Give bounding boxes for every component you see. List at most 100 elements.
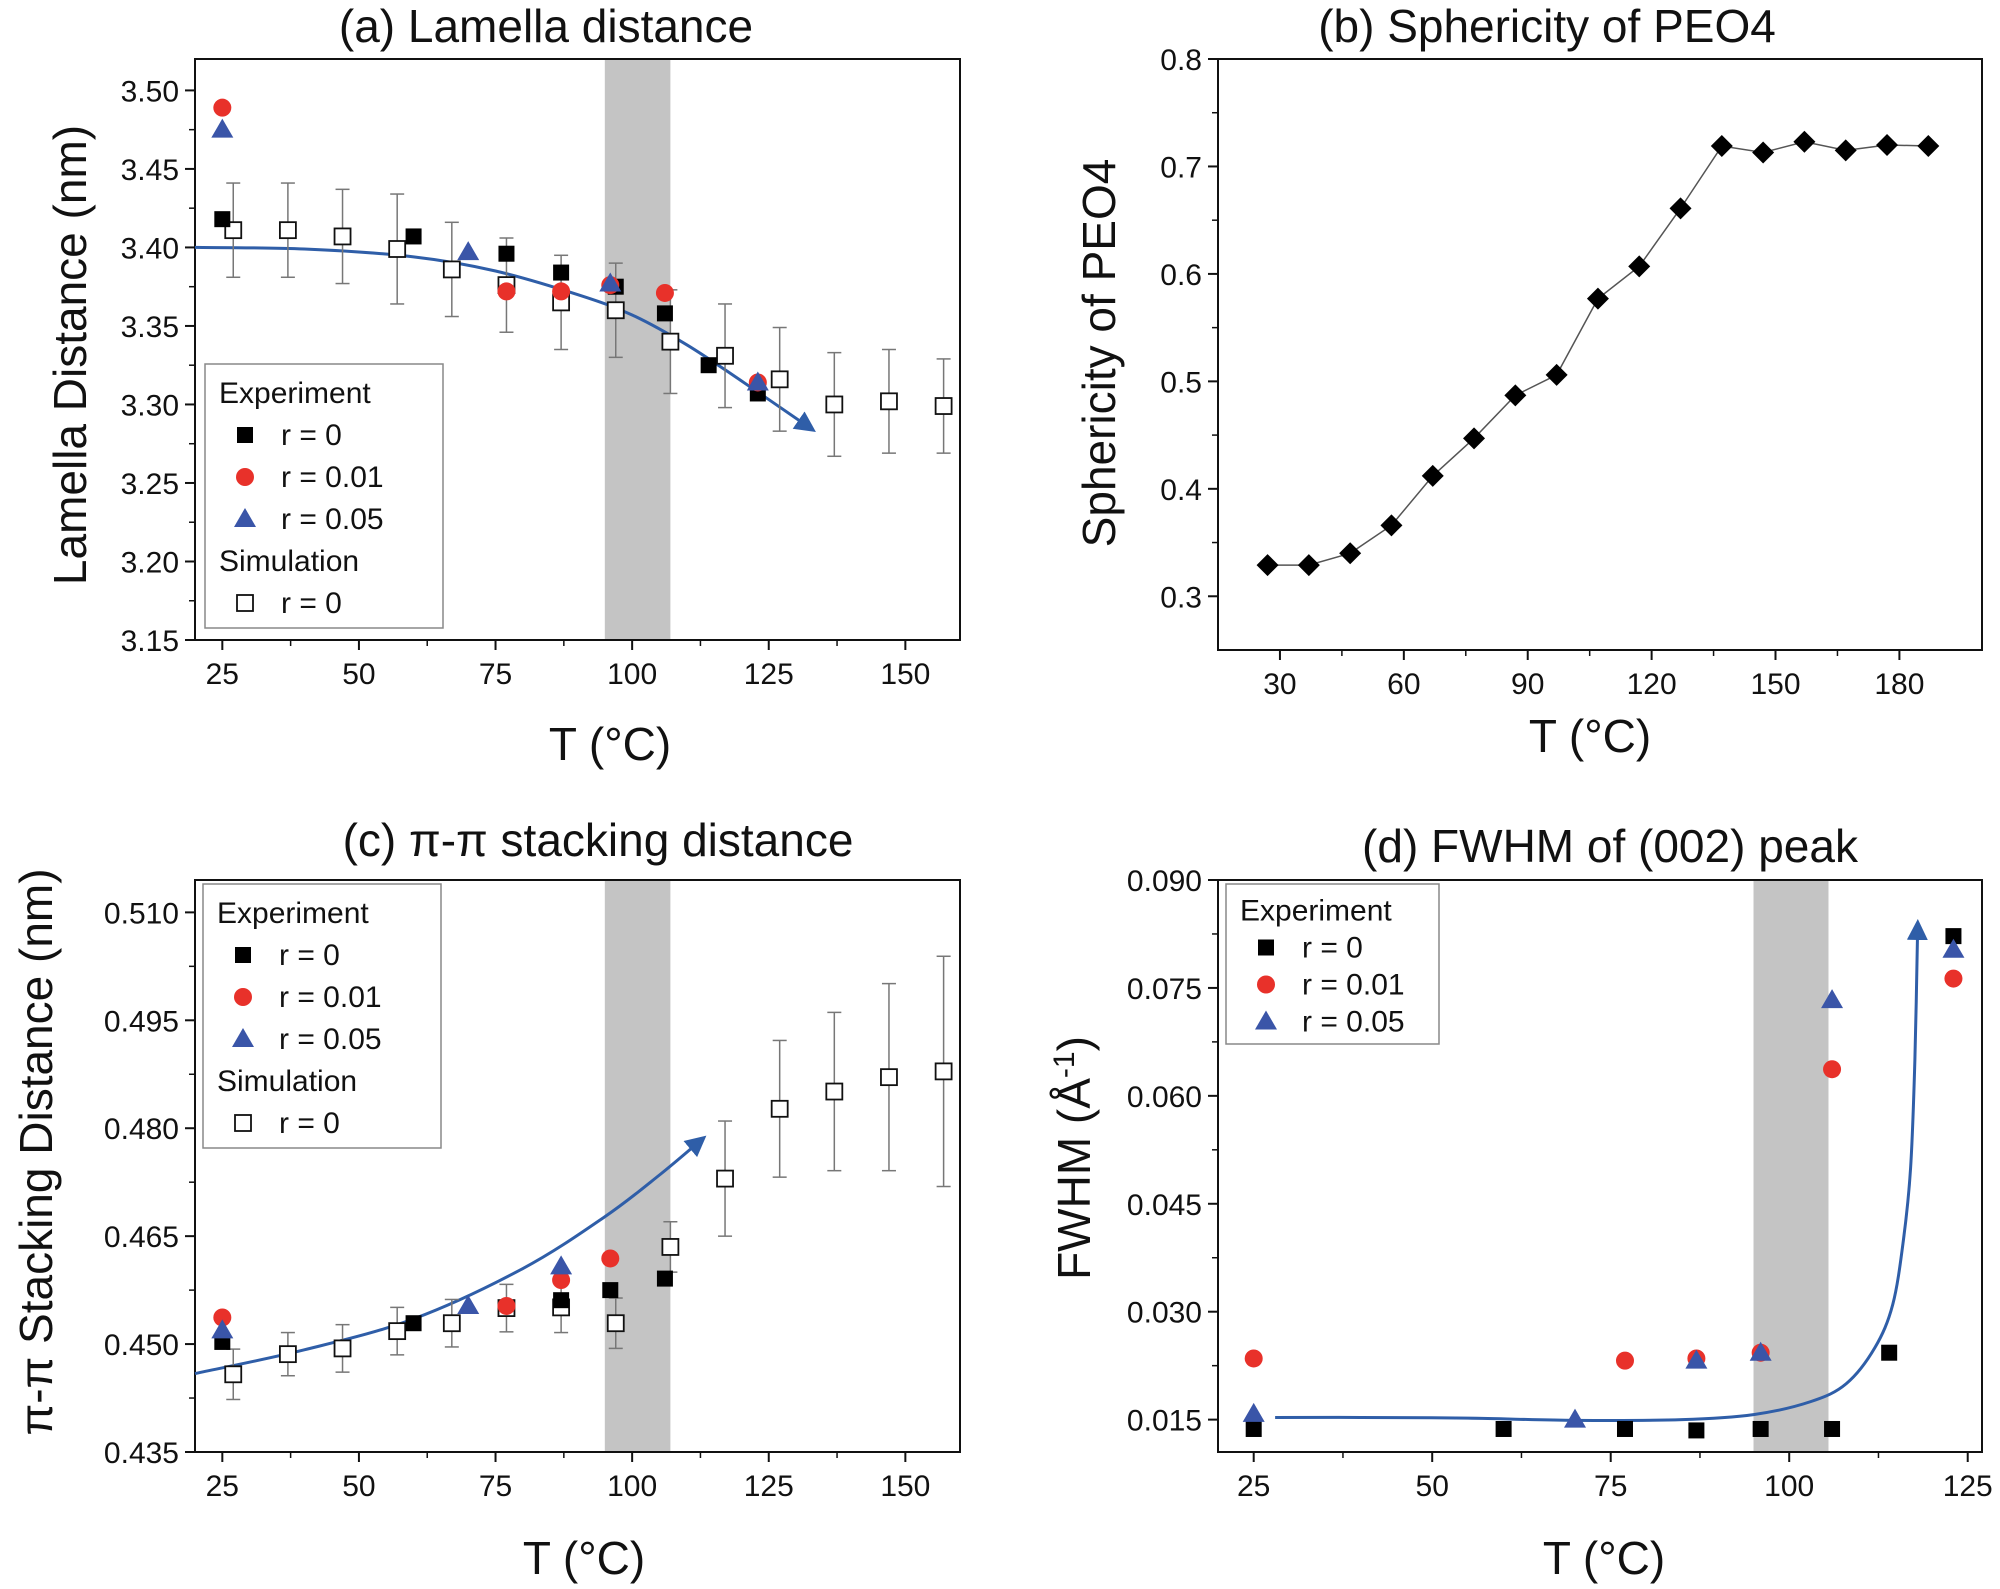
y-tick-label: 3.35 [121,311,179,344]
legend-label: r = 0.05 [279,1023,382,1056]
data-point [211,118,234,138]
legend-heading: Experiment [217,897,369,930]
legend-marker [1255,1010,1277,1030]
series-experiment-1 [213,1249,620,1327]
x-tick-label: 75 [479,658,512,691]
x-tick-label: 150 [880,658,930,691]
y-tick-label: 3.40 [121,232,179,265]
data-point [498,245,515,262]
data-point [405,228,422,245]
data-point [333,1339,352,1358]
data-point [1242,1402,1265,1422]
data-point [278,221,297,240]
data-point [1752,141,1775,164]
data-point [1504,384,1527,407]
shaded-transition-band [1753,880,1829,1452]
panel-d-plot: 25 50 75 100 125 0.015 0.030 0.045 0.060 0.075 0.0… [1127,865,1993,1503]
x-tick-label: 125 [744,658,794,691]
y-tick-label: 0.4 [1160,474,1202,507]
data-point [1616,1420,1633,1437]
y-tick-label: 0.5 [1160,366,1202,399]
data-point [1876,133,1899,156]
x-tick-label: 150 [880,1470,930,1503]
data-point [213,1308,232,1327]
x-tick-label: 75 [1594,1470,1627,1503]
panel-c-xlabel: T (°C) [523,1532,645,1584]
panel-a-lamella-distance: (a) Lamella distance T (°C) Lamella Dist… [44,0,961,770]
data-point [1752,1420,1769,1437]
legend-marker [235,947,251,963]
y-tick-label: 0.3 [1160,581,1202,614]
y-tick-label: 0.8 [1160,44,1202,77]
x-tick-label: 100 [1764,1470,1814,1503]
series-experiment-0 [214,1270,673,1350]
data-point [746,371,769,391]
data-point [1256,554,1279,577]
panel-c-title: (c) π-π stacking distance [343,814,854,866]
series-connecting-line [1267,140,1929,566]
x-tick-label: 50 [342,1470,375,1503]
x-tick-label: 25 [1237,1470,1270,1503]
data-point [1821,989,1844,1009]
y-tick-label: 3.50 [121,75,179,108]
x-tick-label: 100 [607,1470,657,1503]
y-tick-label: 0.450 [104,1329,179,1362]
data-point [1297,554,1320,577]
panel-d-ylabel: FWHM (Å-1) [1048,1036,1100,1280]
y-tick-label: 0.6 [1160,259,1202,292]
data-point [599,272,622,292]
y-tick-label: 0.075 [1127,973,1202,1006]
y-tick-label: 0.480 [104,1113,179,1146]
data-point [655,283,674,302]
data-point [606,301,625,320]
data-point [1834,139,1857,162]
panel-a-ylabel: Lamella Distance (nm) [44,125,96,585]
legend-marker [234,508,256,527]
legend-marker [232,1028,254,1047]
series-experiment-1 [213,98,767,392]
series-experiment-0 [1245,928,1962,1439]
legend-heading: Simulation [219,545,359,578]
data-point [825,1082,844,1101]
y-tick-label: 0.495 [104,1005,179,1038]
data-point [388,240,407,258]
x-tick-label: 125 [1943,1470,1993,1503]
x-tick-label: 50 [1416,1470,1449,1503]
legend: Experiment r = 0 r = 0.01 r = 0.05 Simulatio… [204,363,444,629]
data-point [1380,514,1403,537]
data-point [278,1345,297,1364]
panel-b-plot: 30 60 90 120 150 180 0.3 0.4 0.5 0.6 0.7 0.8 [1160,44,1983,701]
y-tick-label: 0.090 [1127,865,1202,898]
panel-d-fwhm: (d) FWHM of (002) peak T (°C) FWHM (Å-1)… [1048,820,1993,1584]
legend-box [1225,883,1440,1045]
data-point [1944,969,1963,988]
data-point [1463,427,1486,450]
legend-marker [236,594,254,612]
legend-label: r = 0 [281,587,342,620]
legend-marker [1258,939,1274,956]
x-tick-label: 120 [1627,668,1677,701]
y-tick-label: 0.510 [104,897,179,930]
legend-label: r = 0.05 [1302,1006,1405,1039]
legend-label: r = 0 [279,939,340,972]
panel-b-sphericity: (b) Sphericity of PEO4 T (°C) Sphericity… [1073,0,1983,762]
y-tick-label: 3.45 [121,154,179,187]
x-tick-label: 90 [1511,668,1544,701]
data-point [1421,464,1444,487]
panel-a-xlabel: T (°C) [549,718,671,770]
trend-arrow-curve [194,1135,707,1376]
data-point [1942,938,1965,958]
legend-label: r = 0 [281,419,342,452]
series-experiment-2 [211,1255,573,1339]
data-point [1917,135,1940,158]
y-tick-label: 3.15 [121,625,179,658]
legend-box [204,363,444,629]
data-point [880,392,898,411]
panel-c-stacking-distance: (c) π-π stacking distance T (°C) π-π Sta… [10,814,961,1584]
data-point [1710,135,1733,158]
data-point [661,332,680,351]
x-tick-label: 30 [1263,668,1296,701]
x-tick-label: 60 [1387,668,1420,701]
x-tick-label: 75 [479,1470,512,1503]
